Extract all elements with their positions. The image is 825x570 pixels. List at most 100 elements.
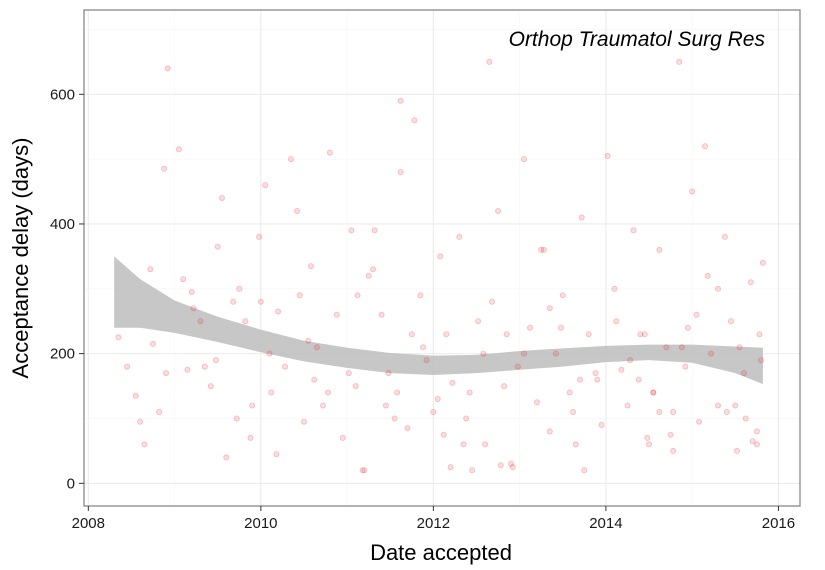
data-point bbox=[598, 421, 605, 428]
data-point bbox=[326, 149, 333, 156]
data-point bbox=[423, 357, 430, 364]
data-point bbox=[644, 434, 651, 441]
data-point bbox=[581, 467, 588, 474]
data-point bbox=[585, 331, 592, 338]
data-point bbox=[728, 318, 735, 325]
data-point bbox=[417, 292, 424, 299]
data-point bbox=[223, 454, 230, 461]
data-point bbox=[394, 389, 401, 396]
data-point bbox=[503, 331, 510, 338]
data-point bbox=[650, 389, 657, 396]
data-point bbox=[736, 344, 743, 351]
data-point bbox=[559, 292, 566, 299]
data-point bbox=[460, 441, 467, 448]
data-point bbox=[501, 383, 508, 390]
data-point bbox=[294, 207, 301, 214]
data-point bbox=[437, 253, 444, 260]
data-point bbox=[486, 58, 493, 65]
data-point bbox=[758, 357, 765, 364]
data-point bbox=[756, 331, 763, 338]
data-point bbox=[497, 462, 504, 469]
data-point bbox=[635, 376, 642, 383]
data-point bbox=[740, 370, 747, 377]
data-point bbox=[732, 402, 739, 409]
data-point bbox=[592, 370, 599, 377]
x-tick-label: 2008 bbox=[72, 515, 105, 532]
data-point bbox=[333, 311, 340, 318]
data-point bbox=[359, 467, 366, 474]
data-point bbox=[207, 383, 214, 390]
data-point bbox=[147, 266, 154, 273]
data-point bbox=[742, 415, 749, 422]
data-point bbox=[257, 298, 264, 305]
data-point bbox=[233, 415, 240, 422]
data-point bbox=[482, 441, 489, 448]
data-point bbox=[404, 425, 411, 432]
data-point bbox=[311, 376, 318, 383]
data-point bbox=[230, 298, 237, 305]
data-point bbox=[594, 376, 601, 383]
data-point bbox=[577, 376, 584, 383]
data-point bbox=[449, 379, 456, 386]
data-point bbox=[408, 331, 415, 338]
data-point bbox=[630, 227, 637, 234]
data-point bbox=[242, 318, 249, 325]
data-point bbox=[656, 408, 663, 415]
y-tick-label: 400 bbox=[50, 216, 75, 233]
data-point bbox=[708, 350, 715, 357]
data-point bbox=[466, 389, 473, 396]
data-point bbox=[533, 399, 540, 406]
data-point bbox=[538, 246, 545, 253]
data-point bbox=[319, 402, 326, 409]
data-point bbox=[266, 350, 273, 357]
data-point bbox=[618, 366, 625, 373]
chart-title: Orthop Traumatol Surg Res bbox=[509, 28, 766, 51]
data-point bbox=[624, 402, 631, 409]
data-point bbox=[132, 392, 139, 399]
data-point bbox=[637, 331, 644, 338]
x-axis-ticks: 2008 2010 2012 2014 2016 bbox=[72, 506, 795, 532]
data-point bbox=[162, 370, 169, 377]
data-point bbox=[201, 363, 208, 370]
data-point bbox=[300, 418, 307, 425]
data-point bbox=[480, 350, 487, 357]
data-point bbox=[325, 389, 332, 396]
data-point bbox=[570, 408, 577, 415]
data-point bbox=[256, 233, 263, 240]
data-point bbox=[273, 451, 280, 458]
data-point bbox=[440, 431, 447, 438]
data-point bbox=[247, 434, 254, 441]
data-point bbox=[682, 363, 689, 370]
data-point bbox=[262, 182, 269, 189]
data-point bbox=[693, 311, 700, 318]
data-point bbox=[558, 324, 565, 331]
data-point bbox=[546, 305, 553, 312]
y-axis-ticks: 0 200 400 600 bbox=[50, 86, 84, 492]
data-point bbox=[715, 285, 722, 292]
data-point bbox=[275, 308, 282, 315]
data-point bbox=[419, 344, 426, 351]
data-point bbox=[650, 389, 657, 396]
data-point bbox=[447, 464, 454, 471]
data-point bbox=[463, 415, 470, 422]
data-point bbox=[214, 243, 221, 250]
data-point bbox=[385, 370, 392, 377]
data-point bbox=[721, 233, 728, 240]
x-tick-label: 2012 bbox=[417, 515, 450, 532]
data-point bbox=[307, 263, 314, 270]
data-point bbox=[397, 169, 404, 176]
data-point bbox=[175, 146, 182, 153]
data-point bbox=[715, 402, 722, 409]
major-gridlines bbox=[84, 10, 800, 506]
data-point bbox=[365, 272, 372, 279]
minor-gridlines bbox=[84, 10, 800, 506]
data-point bbox=[180, 276, 187, 283]
data-point bbox=[753, 441, 760, 448]
smooth-confidence-band bbox=[114, 256, 763, 385]
x-tick-label: 2014 bbox=[589, 515, 622, 532]
data-point bbox=[354, 292, 361, 299]
data-point bbox=[475, 318, 482, 325]
data-point bbox=[361, 467, 368, 474]
